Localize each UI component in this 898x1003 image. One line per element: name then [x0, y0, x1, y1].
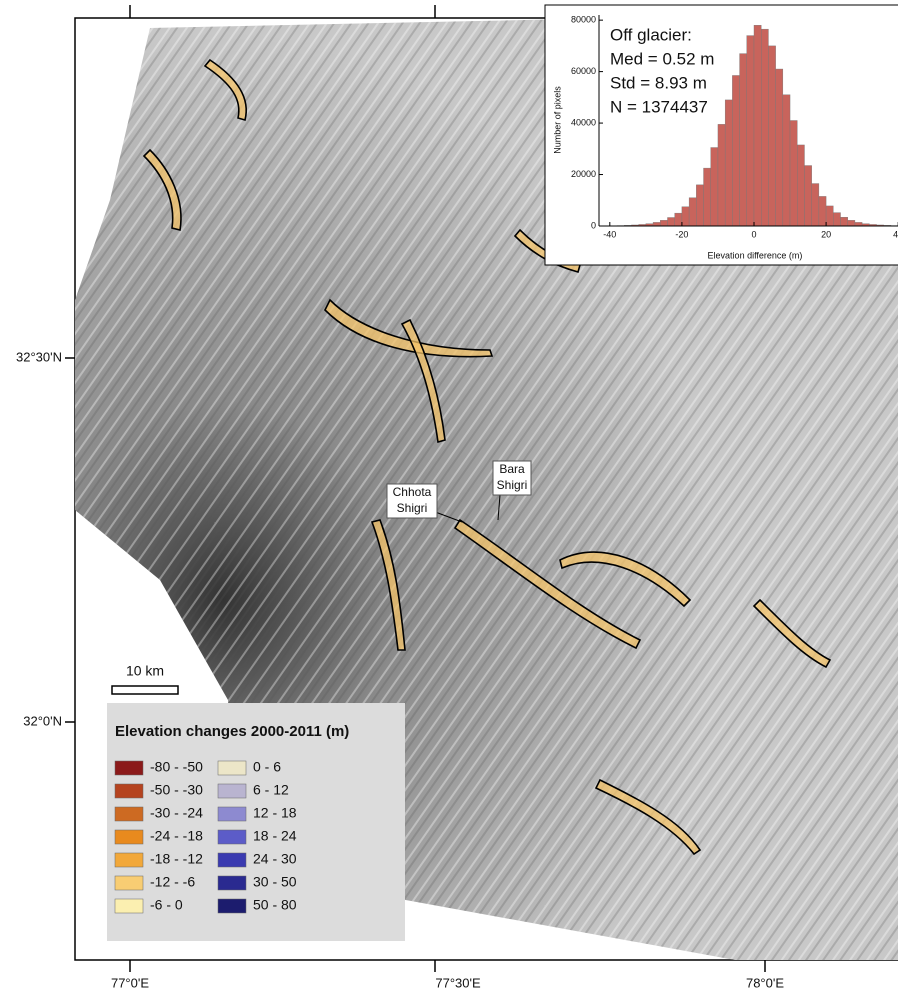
legend-label: 12 - 18: [253, 805, 297, 821]
bar: [732, 75, 739, 226]
bar: [704, 168, 711, 226]
legend-swatch: [115, 853, 143, 867]
bar: [776, 69, 783, 226]
x-tick-label: -20: [675, 229, 688, 239]
x-tick-label: 20: [821, 229, 831, 239]
legend-label: -6 - 0: [150, 897, 183, 913]
x-tick-label: 40: [893, 229, 898, 239]
bar: [833, 213, 840, 226]
legend-label: 0 - 6: [253, 759, 281, 775]
legend-swatch: [218, 784, 246, 798]
y-tick-label: 20000: [571, 169, 596, 179]
lat-label: 32°30'N: [16, 349, 62, 364]
inset-annotation: Std = 8.93 m: [610, 73, 707, 92]
legend-label: -50 - -30: [150, 782, 203, 798]
legend-swatch: [218, 853, 246, 867]
legend-label: 30 - 50: [253, 874, 297, 890]
bar: [855, 222, 862, 226]
legend-label: 50 - 80: [253, 897, 297, 913]
inset-annotation: Off glacier:: [610, 25, 692, 44]
legend-swatch: [218, 761, 246, 775]
legend-label: -18 - -12: [150, 851, 203, 867]
bar: [747, 36, 754, 226]
bar: [725, 100, 732, 226]
legend-swatch: [218, 876, 246, 890]
annotation: Bara: [499, 462, 525, 476]
lon-label: 78°0'E: [746, 975, 784, 990]
bar: [812, 184, 819, 226]
legend-swatch: [115, 761, 143, 775]
legend-label: -30 - -24: [150, 805, 203, 821]
legend-label: 6 - 12: [253, 782, 289, 798]
legend-swatch: [115, 830, 143, 844]
legend-swatch: [115, 784, 143, 798]
inset-annotation: N = 1374437: [610, 97, 708, 116]
bar: [682, 207, 689, 226]
bar: [660, 220, 667, 226]
bar: [826, 206, 833, 226]
scale-bar-label: 10 km: [126, 663, 164, 679]
bar: [783, 95, 790, 226]
bar: [653, 222, 660, 226]
bar: [696, 185, 703, 226]
bar: [689, 198, 696, 226]
inset-annotation: Med = 0.52 m: [610, 49, 714, 68]
annotation: Shigri: [397, 501, 428, 515]
legend-swatch: [115, 899, 143, 913]
bar: [841, 217, 848, 226]
bar: [768, 46, 775, 226]
x-axis-label: Elevation difference (m): [708, 250, 803, 260]
scale-bar: [112, 686, 178, 694]
legend-swatch: [218, 899, 246, 913]
y-tick-label: 0: [591, 220, 596, 230]
lon-label: 77°0'E: [111, 975, 149, 990]
y-tick-label: 40000: [571, 117, 596, 127]
bar: [797, 145, 804, 226]
lon-label: 77°30'E: [435, 975, 481, 990]
legend-label: 18 - 24: [253, 828, 297, 844]
legend-label: -24 - -18: [150, 828, 203, 844]
legend-swatch: [115, 807, 143, 821]
bar: [675, 213, 682, 226]
bar: [848, 220, 855, 226]
bar: [667, 218, 674, 226]
bar: [754, 25, 761, 226]
x-tick-label: 0: [751, 229, 756, 239]
annotation: Chhota: [393, 485, 432, 499]
x-tick-label: -40: [603, 229, 616, 239]
bar: [819, 196, 826, 226]
legend-label: -12 - -6: [150, 874, 195, 890]
lat-label: 32°0'N: [23, 713, 62, 728]
y-tick-label: 60000: [571, 66, 596, 76]
bar: [740, 54, 747, 226]
legend-label: -80 - -50: [150, 759, 203, 775]
bar: [804, 166, 811, 226]
legend-swatch: [115, 876, 143, 890]
bar: [711, 148, 718, 226]
legend-label: 24 - 30: [253, 851, 297, 867]
bar: [718, 124, 725, 226]
legend-title: Elevation changes 2000-2011 (m): [115, 723, 349, 740]
annotation: Shigri: [497, 478, 528, 492]
y-tick-label: 80000: [571, 15, 596, 25]
legend-swatch: [218, 807, 246, 821]
bar: [761, 29, 768, 226]
bar: [790, 121, 797, 227]
legend-swatch: [218, 830, 246, 844]
y-axis-label: Number of pixels: [552, 86, 562, 154]
